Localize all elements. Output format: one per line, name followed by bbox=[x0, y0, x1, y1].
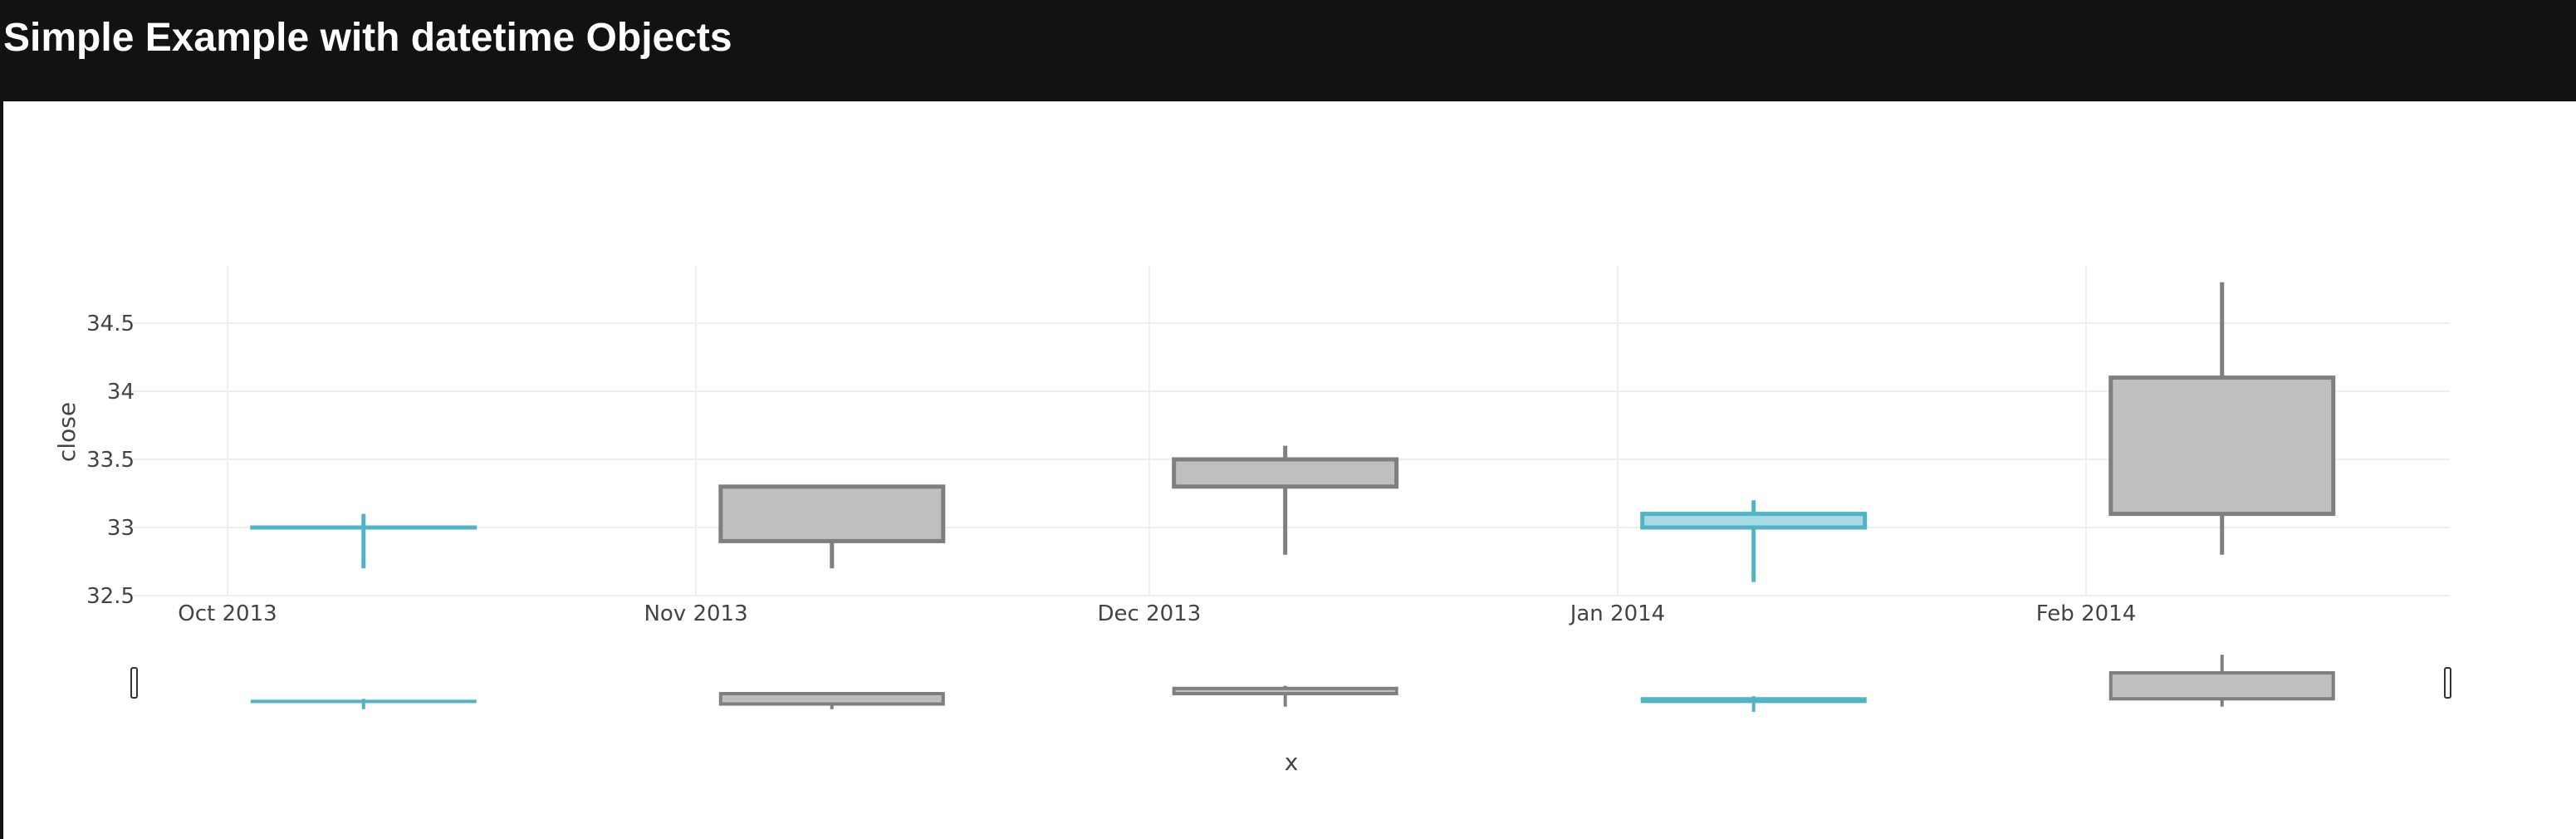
candle-body bbox=[1172, 686, 1398, 695]
x-tick-label: Nov 2013 bbox=[644, 601, 747, 626]
candle-body bbox=[718, 692, 945, 706]
y-tick-label: 32.5 bbox=[86, 584, 135, 609]
page-title: Simple Example with datetime Objects bbox=[3, 16, 732, 60]
candle-body bbox=[1172, 457, 1399, 489]
candle-mini[interactable] bbox=[2108, 655, 2335, 707]
x-tick-label: Dec 2013 bbox=[1098, 601, 1202, 626]
title-bar: Simple Example with datetime Objects bbox=[0, 0, 2576, 101]
axis-ticks: 32.5 33 33.5 34 34.5 Oct 2013 Nov 2013 Dec 2013… bbox=[86, 312, 2136, 626]
range-slider-left-handle[interactable] bbox=[130, 667, 138, 699]
candle-mini[interactable] bbox=[718, 692, 945, 709]
candle-body bbox=[2108, 375, 2336, 517]
range-slider[interactable] bbox=[130, 655, 2451, 712]
y-axis-title: close bbox=[53, 402, 81, 462]
y-tick-label: 33 bbox=[107, 516, 135, 541]
candle[interactable] bbox=[2108, 282, 2336, 555]
range-slider-right-handle[interactable] bbox=[2444, 667, 2451, 699]
x-tick-label: Jan 2014 bbox=[1569, 601, 1666, 626]
left-frame-border bbox=[0, 101, 3, 839]
grid-lines bbox=[133, 266, 2450, 596]
candle-mini[interactable] bbox=[1640, 696, 1867, 712]
range-slider-series bbox=[250, 655, 2335, 712]
candlestick-series[interactable] bbox=[250, 282, 2336, 582]
y-tick-label: 34.5 bbox=[86, 312, 135, 336]
y-tick-label: 34 bbox=[107, 380, 135, 405]
candle[interactable] bbox=[250, 513, 477, 569]
candle-body bbox=[1640, 512, 1868, 530]
x-axis-title: x bbox=[1285, 748, 1299, 776]
candle-body bbox=[718, 484, 946, 543]
candle[interactable] bbox=[1172, 445, 1399, 555]
candle-mini[interactable] bbox=[250, 699, 477, 709]
candle[interactable] bbox=[1640, 500, 1868, 582]
candle-body bbox=[1640, 697, 1867, 704]
candle-body bbox=[2108, 671, 2335, 701]
candle[interactable] bbox=[718, 484, 946, 569]
candle-mini[interactable] bbox=[1172, 685, 1398, 707]
x-tick-label: Feb 2014 bbox=[2036, 601, 2136, 626]
y-tick-label: 33.5 bbox=[86, 448, 135, 473]
x-tick-label: Oct 2013 bbox=[178, 601, 277, 626]
